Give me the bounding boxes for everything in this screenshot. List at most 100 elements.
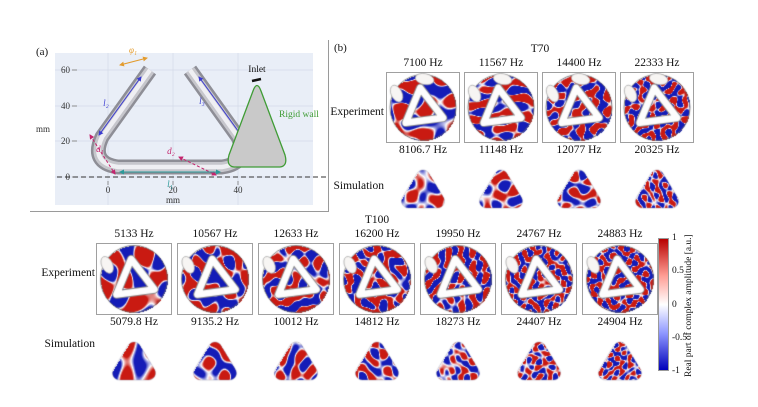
group-t70: T70 7100 Hz 11567 Hz 14400 Hz 22333 Hz 8106.7… bbox=[386, 43, 694, 215]
simulation-cell bbox=[582, 331, 658, 387]
simulation-cell bbox=[339, 331, 415, 387]
experiment-frequency-label: 22333 Hz bbox=[634, 57, 680, 69]
experiment-frequency-label: 16200 Hz bbox=[354, 228, 400, 240]
colorbar-tick-label: 0.5 bbox=[672, 266, 684, 277]
simulation-mode-image bbox=[266, 333, 326, 383]
experiment-mode-image bbox=[258, 243, 334, 315]
simulation-frequency-label: 24407 Hz bbox=[516, 316, 562, 328]
phi1-arrow bbox=[119, 56, 148, 67]
x-tick-20: 20 bbox=[169, 185, 179, 195]
simulation-cell bbox=[420, 331, 496, 387]
simulation-mode-image bbox=[549, 161, 609, 211]
panel-divider-vertical bbox=[328, 40, 329, 212]
d1-arrow bbox=[89, 134, 116, 175]
colorbar-tick-labels: 1 0.5 0 -0.5 -1 bbox=[672, 233, 700, 376]
simulation-cell bbox=[464, 159, 538, 215]
simulation-cell bbox=[501, 331, 577, 387]
simulation-mode-image bbox=[471, 161, 531, 211]
simulation-mode-image bbox=[104, 333, 164, 383]
panel-a-label: (a) bbox=[36, 46, 49, 58]
rigid-wall-label: Rigid wall bbox=[279, 110, 319, 120]
experiment-row bbox=[96, 243, 658, 315]
simulation-frequency-label: 24904 Hz bbox=[597, 316, 643, 328]
simulation-mode-image bbox=[590, 333, 650, 383]
colorbar-tick-label: 1 bbox=[672, 233, 677, 243]
y-tick-60: 60 bbox=[61, 65, 71, 75]
simulation-mode-image bbox=[185, 333, 245, 383]
experiment-mode-image bbox=[620, 72, 694, 143]
simulation-cell bbox=[620, 159, 694, 215]
group-title: T70 bbox=[530, 43, 550, 55]
y-axis-label: mm bbox=[36, 124, 50, 134]
simulation-frequency-label: 9135.2 Hz bbox=[191, 316, 239, 328]
d1-label: d₁ bbox=[96, 144, 104, 154]
x-axis-label: mm bbox=[166, 195, 180, 205]
d2-label: d₂ bbox=[167, 146, 175, 156]
experiment-row-label-t70: Experiment bbox=[330, 106, 384, 118]
simulation-frequency-label: 14812 Hz bbox=[354, 316, 400, 328]
experiment-mode-image bbox=[420, 243, 496, 315]
panel-a-schematic: 60 40 20 0 mm 0 20 40 mm φ₁ l₂ l₃ bbox=[36, 45, 328, 205]
y-tick-40: 40 bbox=[61, 101, 71, 111]
experiment-mode-image bbox=[177, 243, 253, 315]
inlet-marker bbox=[251, 77, 262, 83]
cross-section-triangle bbox=[227, 84, 287, 168]
simulation-frequency-label: 20325 Hz bbox=[634, 144, 680, 156]
l2-arrow bbox=[98, 76, 142, 136]
experiment-cell bbox=[620, 72, 694, 143]
simulation-frequency-label: 11148 Hz bbox=[478, 144, 524, 156]
colorbar-tick-label: 0 bbox=[672, 299, 677, 310]
experiment-cell bbox=[542, 72, 616, 143]
experiment-mode-image bbox=[582, 243, 658, 315]
y-tick-20: 20 bbox=[61, 136, 71, 146]
panel-b-label: (b) bbox=[334, 42, 347, 54]
group-t100: T100 5133 Hz 10567 Hz 12633 Hz 16200 Hz 19950… bbox=[96, 214, 658, 387]
experiment-mode-image bbox=[96, 243, 172, 315]
l3-label: l₃ bbox=[199, 96, 205, 106]
inlet-label: Inlet bbox=[248, 65, 266, 75]
experiment-mode-image bbox=[339, 243, 415, 315]
simulation-cell bbox=[177, 331, 253, 387]
simulation-frequency-row: 5079.8 Hz 9135.2 Hz 10012 Hz 14812 Hz 18273 … bbox=[96, 315, 658, 331]
simulation-frequency-label: 18273 Hz bbox=[435, 316, 481, 328]
simulation-mode-image bbox=[627, 161, 687, 211]
simulation-cell bbox=[386, 159, 460, 215]
simulation-cell bbox=[96, 331, 172, 387]
colorbar-tick-label: -1 bbox=[672, 366, 680, 376]
experiment-frequency-label: 14400 Hz bbox=[556, 57, 602, 69]
experiment-mode-image bbox=[386, 72, 460, 143]
experiment-row bbox=[386, 72, 694, 143]
experiment-frequency-label: 24767 Hz bbox=[516, 228, 562, 240]
experiment-cell bbox=[339, 243, 415, 315]
experiment-cell bbox=[177, 243, 253, 315]
experiment-cell bbox=[258, 243, 334, 315]
phi1-label: φ₁ bbox=[129, 45, 137, 55]
simulation-frequency-row: 8106.7 Hz 11148 Hz 12077 Hz 20325 Hz bbox=[386, 143, 694, 159]
experiment-frequency-row: 7100 Hz 11567 Hz 14400 Hz 22333 Hz bbox=[386, 56, 694, 72]
x-tick-0: 0 bbox=[106, 185, 111, 195]
experiment-cell bbox=[501, 243, 577, 315]
l1-label: l₁ bbox=[167, 179, 173, 189]
experiment-mode-image bbox=[501, 243, 577, 315]
experiment-mode-image bbox=[464, 72, 538, 143]
experiment-cell bbox=[96, 243, 172, 315]
experiment-frequency-label: 11567 Hz bbox=[478, 57, 524, 69]
simulation-mode-image bbox=[509, 333, 569, 383]
d2-arrow bbox=[178, 156, 217, 176]
experiment-cell bbox=[464, 72, 538, 143]
l3-arrow bbox=[198, 76, 242, 136]
experiment-frequency-label: 24883 Hz bbox=[597, 228, 643, 240]
experiment-cell bbox=[582, 243, 658, 315]
experiment-cell bbox=[420, 243, 496, 315]
simulation-row-label-t70: Simulation bbox=[333, 180, 384, 192]
experiment-cell bbox=[386, 72, 460, 143]
simulation-row-label-t100: Simulation bbox=[44, 338, 95, 350]
colorbar-gradient bbox=[658, 238, 669, 371]
simulation-frequency-label: 5079.8 Hz bbox=[110, 316, 158, 328]
experiment-mode-image bbox=[542, 72, 616, 143]
experiment-frequency-row: 5133 Hz 10567 Hz 12633 Hz 16200 Hz 19950 Hz 2… bbox=[96, 227, 658, 243]
simulation-mode-image bbox=[428, 333, 488, 383]
simulation-mode-image bbox=[347, 333, 407, 383]
simulation-frequency-label: 12077 Hz bbox=[556, 144, 602, 156]
